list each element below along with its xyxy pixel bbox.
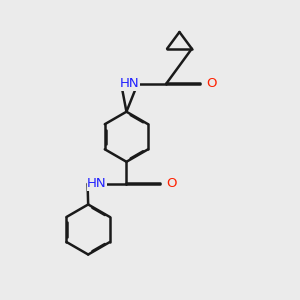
Text: HN: HN xyxy=(87,177,107,190)
Text: O: O xyxy=(166,177,177,190)
Text: O: O xyxy=(206,77,217,90)
Text: HN: HN xyxy=(120,77,139,90)
